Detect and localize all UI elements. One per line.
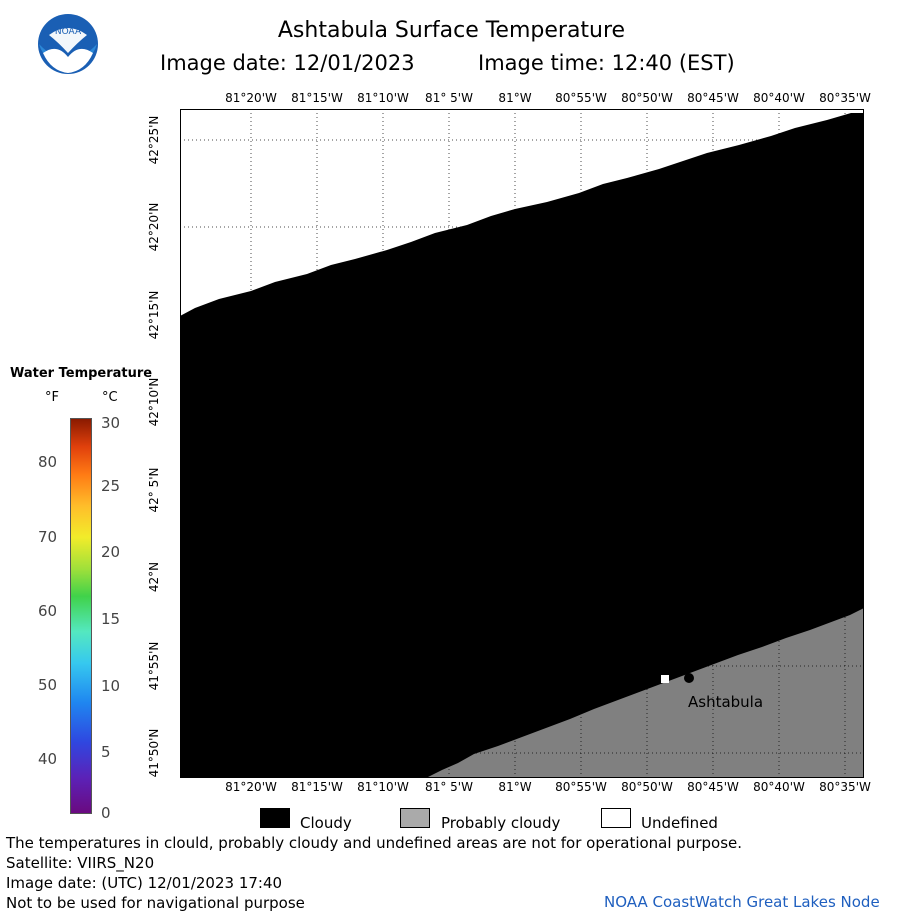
undefined-swatch xyxy=(601,808,631,828)
latitude-tick-label: 42°N xyxy=(147,561,161,593)
cloudy-swatch xyxy=(260,808,290,828)
longitude-tick-label: 80°40'W xyxy=(753,91,805,105)
station-marker xyxy=(661,675,669,683)
longitude-tick-label: 81°20'W xyxy=(225,780,277,794)
longitude-tick-label: 80°55'W xyxy=(555,91,607,105)
noaa-logo: NOAA xyxy=(37,13,99,75)
latitude-tick-label: 41°55'N xyxy=(147,641,161,691)
temperature-colorbar xyxy=(70,418,92,814)
fahrenheit-value: 60 xyxy=(38,602,58,620)
longitude-tick-label: 80°45'W xyxy=(687,91,739,105)
celsius-value: 25 xyxy=(101,477,121,495)
satellite-text: Satellite: VIIRS_N20 xyxy=(6,854,155,872)
longitude-tick-label: 80°55'W xyxy=(555,780,607,794)
fahrenheit-value: 70 xyxy=(38,528,58,546)
longitude-tick-label: 81°10'W xyxy=(357,91,409,105)
longitude-tick-label: 80°35'W xyxy=(819,780,871,794)
map-frame xyxy=(180,109,864,778)
city-label: Ashtabula xyxy=(688,693,763,711)
longitude-tick-label: 80°40'W xyxy=(753,780,805,794)
disclaimer-text: The temperatures in clould, probably clo… xyxy=(6,834,743,852)
longitude-tick-label: 80°50'W xyxy=(621,780,673,794)
fahrenheit-value: 50 xyxy=(38,676,58,694)
cloudy-label: Cloudy xyxy=(300,814,352,832)
credit-link[interactable]: NOAA CoastWatch Great Lakes Node xyxy=(604,893,880,911)
latitude-tick-label: 42°25'N xyxy=(147,115,161,165)
longitude-tick-label: 81°15'W xyxy=(291,91,343,105)
page-title: Ashtabula Surface Temperature xyxy=(277,18,626,43)
longitude-tick-label: 81° 5'W xyxy=(425,780,473,794)
logo-text: NOAA xyxy=(55,27,82,37)
probably-cloudy-label: Probably cloudy xyxy=(441,814,561,832)
celsius-value: 10 xyxy=(101,677,121,695)
utc-date-text: Image date: (UTC) 12/01/2023 17:40 xyxy=(6,874,283,892)
celsius-value: 30 xyxy=(101,414,121,432)
longitude-tick-label: 81°15'W xyxy=(291,780,343,794)
cloudy-area xyxy=(180,113,864,778)
latitude-tick-label: 42°15'N xyxy=(147,290,161,340)
unit-fahrenheit: °F xyxy=(45,390,59,405)
longitude-tick-label: 80°50'W xyxy=(621,91,673,105)
longitude-tick-label: 80°35'W xyxy=(819,91,871,105)
longitude-tick-label: 81°20'W xyxy=(225,91,277,105)
nav-warning-text: Not to be used for navigational purpose xyxy=(6,894,305,912)
longitude-tick-label: 81°10'W xyxy=(357,780,409,794)
city-marker xyxy=(684,673,694,683)
celsius-value: 20 xyxy=(101,543,121,561)
longitude-tick-label: 81°W xyxy=(498,780,532,794)
latitude-tick-label: 41°50'N xyxy=(147,728,161,778)
longitude-tick-label: 81°W xyxy=(498,91,532,105)
image-time: Image time: 12:40 (EST) xyxy=(478,51,735,75)
fahrenheit-value: 80 xyxy=(38,453,58,471)
latitude-tick-label: 42°10'N xyxy=(147,377,161,427)
fahrenheit-value: 40 xyxy=(38,750,58,768)
latitude-tick-label: 42°20'N xyxy=(147,202,161,252)
celsius-value: 15 xyxy=(101,610,121,628)
undefined-label: Undefined xyxy=(641,814,718,832)
probably-cloudy-area xyxy=(426,608,864,778)
map-canvas: Ashtabula xyxy=(180,109,864,778)
latitude-tick-label: 42° 5'N xyxy=(147,467,161,513)
unit-celsius: °C xyxy=(102,390,118,405)
longitude-tick-label: 80°45'W xyxy=(687,780,739,794)
image-date: Image date: 12/01/2023 xyxy=(160,51,415,75)
probably-cloudy-swatch xyxy=(400,808,430,828)
surface-temperature-map[interactable]: Ashtabula xyxy=(180,109,864,778)
celsius-value: 5 xyxy=(101,743,111,761)
celsius-value: 0 xyxy=(101,804,111,822)
legend-title: Water Temperature xyxy=(10,366,153,381)
longitude-tick-label: 81° 5'W xyxy=(425,91,473,105)
